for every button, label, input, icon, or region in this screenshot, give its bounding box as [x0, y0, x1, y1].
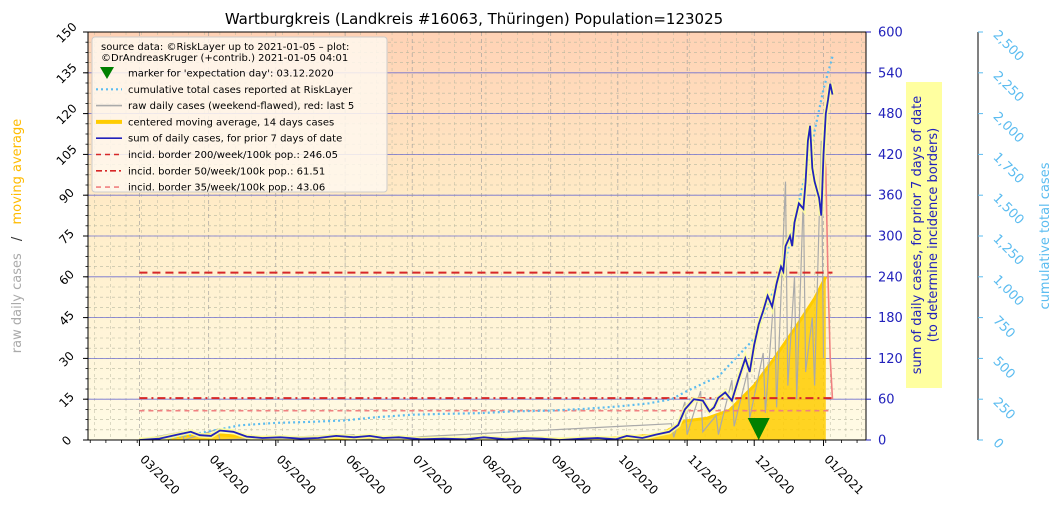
left-axis-tick-label: 135 — [54, 60, 80, 86]
right-axis-2-tick-label: 0 — [990, 436, 1006, 452]
left-axis-tick-label: 90 — [56, 186, 77, 207]
legend-source-line2: ©DrAndreasKruger (+contrib.) 2021-01-05 … — [101, 53, 348, 64]
left-axis-tick-label: 45 — [56, 308, 77, 329]
right-axis-1-tick-label: 540 — [878, 66, 903, 81]
left-axis-tick-label: 30 — [56, 349, 77, 370]
right-axis-1-tick-label: 300 — [878, 230, 903, 245]
right-axis-1-tick-label: 180 — [878, 311, 903, 326]
right-axis-1-tick-label: 240 — [878, 270, 903, 285]
legend-source-line1: source data: ©RiskLayer up to 2021-01-05… — [101, 42, 349, 53]
series-sum7-line — [139, 83, 834, 440]
legend-box — [91, 36, 388, 193]
legend-marker-0 — [100, 67, 114, 79]
expectation-day-marker — [747, 418, 770, 440]
right-axis-1-tick-label: 420 — [878, 148, 903, 163]
left-axis-tick-label: 120 — [54, 101, 80, 127]
right-axis-1-tick-label: 600 — [878, 26, 903, 41]
right-axis-1-label-line1: sum of daily cases, for prior 7 days of … — [910, 96, 925, 375]
left-axis-tick-label: 150 — [54, 20, 80, 46]
x-axis-tick-label: 11/2020 — [685, 452, 730, 497]
x-axis-tick-label: 08/2020 — [479, 452, 524, 497]
legend-label-4: sum of daily cases, for prior 7 days of … — [128, 134, 342, 145]
right-axis-1-tick-label: 360 — [878, 189, 903, 204]
right-axis-2-tick-label: 1,500 — [990, 191, 1027, 228]
x-axis-tick-label: 06/2020 — [343, 452, 388, 497]
legend-label-6: incid. border 50/week/100k pop.: 61.51 — [128, 166, 325, 177]
x-axis-tick-label: 04/2020 — [207, 452, 252, 497]
right-axis-2-tick-label: 2,000 — [990, 109, 1027, 146]
x-axis-tick-label: 07/2020 — [410, 452, 455, 497]
series-cumulative-total — [139, 56, 834, 440]
chart-title: Wartburgkreis (Landkreis #16063, Thüring… — [225, 10, 723, 28]
left-axis-label-raw: raw daily cases — [10, 253, 25, 353]
legend-label-1: cumulative total cases reported at RiskL… — [128, 85, 353, 96]
left-axis-tick-label: 60 — [56, 267, 77, 288]
right-axis-2-tick-label: 500 — [990, 354, 1018, 382]
left-axis-label-sep: / — [10, 236, 25, 241]
right-axis-2-tick-label: 2,250 — [990, 69, 1027, 106]
right-axis-2-tick-label: 750 — [990, 313, 1018, 341]
legend-label-7: incid. border 35/week/100k pop.: 43.06 — [128, 183, 325, 194]
right-axis-2-tick-label: 1,750 — [990, 150, 1027, 187]
series-layer — [139, 56, 835, 440]
right-axis-1-tick-label: 480 — [878, 107, 903, 122]
right-axis-2-tick-label: 2,500 — [990, 28, 1027, 65]
right-axis-2-label: cumulative total cases — [1038, 162, 1053, 309]
right-axis-1-tick-label: 120 — [878, 352, 903, 367]
x-axis-tick-label: 10/2020 — [616, 452, 661, 497]
right-axis-label-box — [906, 82, 942, 388]
x-axis-tick-label: 01/2021 — [821, 452, 866, 497]
x-axis-tick-label: 03/2020 — [137, 452, 182, 497]
x-axis-tick-label: 05/2020 — [274, 452, 319, 497]
legend-label-2: raw daily cases (weekend-flawed), red: l… — [128, 101, 354, 112]
right-axis-1-tick-label: 60 — [878, 393, 895, 408]
legend-label-3: centered moving average, 14 days cases — [128, 117, 334, 128]
legend-label-5: incid. border 200/week/100k pop.: 246.05 — [128, 150, 338, 161]
legend-entries: marker for 'expectation day': 03.12.2020… — [96, 67, 354, 194]
left-axis-tick-label: 105 — [54, 142, 80, 168]
left-axis-label: raw daily cases / moving average — [10, 119, 25, 353]
right-axis-2-tick-label: 1,250 — [990, 232, 1027, 269]
svg-text:raw daily cases /: raw daily cases / moving average — [10, 119, 25, 353]
right-axis-2-tick-label: 1,000 — [990, 273, 1027, 310]
right-axis-2-tick-label: 250 — [990, 395, 1018, 423]
right-axis-1-label-line2: (to determine incidence borders) — [926, 128, 941, 343]
left-axis-tick-label: 0 — [59, 433, 74, 448]
left-axis-tick-label: 75 — [56, 226, 77, 247]
right-axis-1-tick-label: 0 — [878, 434, 886, 449]
right-axis-1-label: sum of daily cases, for prior 7 days of … — [910, 96, 941, 375]
left-axis-label-ma: moving average — [10, 119, 25, 225]
x-axis-tick-label: 09/2020 — [549, 452, 594, 497]
left-axis-tick-label: 15 — [56, 390, 77, 411]
legend-label-0: marker for 'expectation day': 03.12.2020 — [128, 69, 334, 80]
x-axis-tick-label: 12/2020 — [752, 452, 797, 497]
